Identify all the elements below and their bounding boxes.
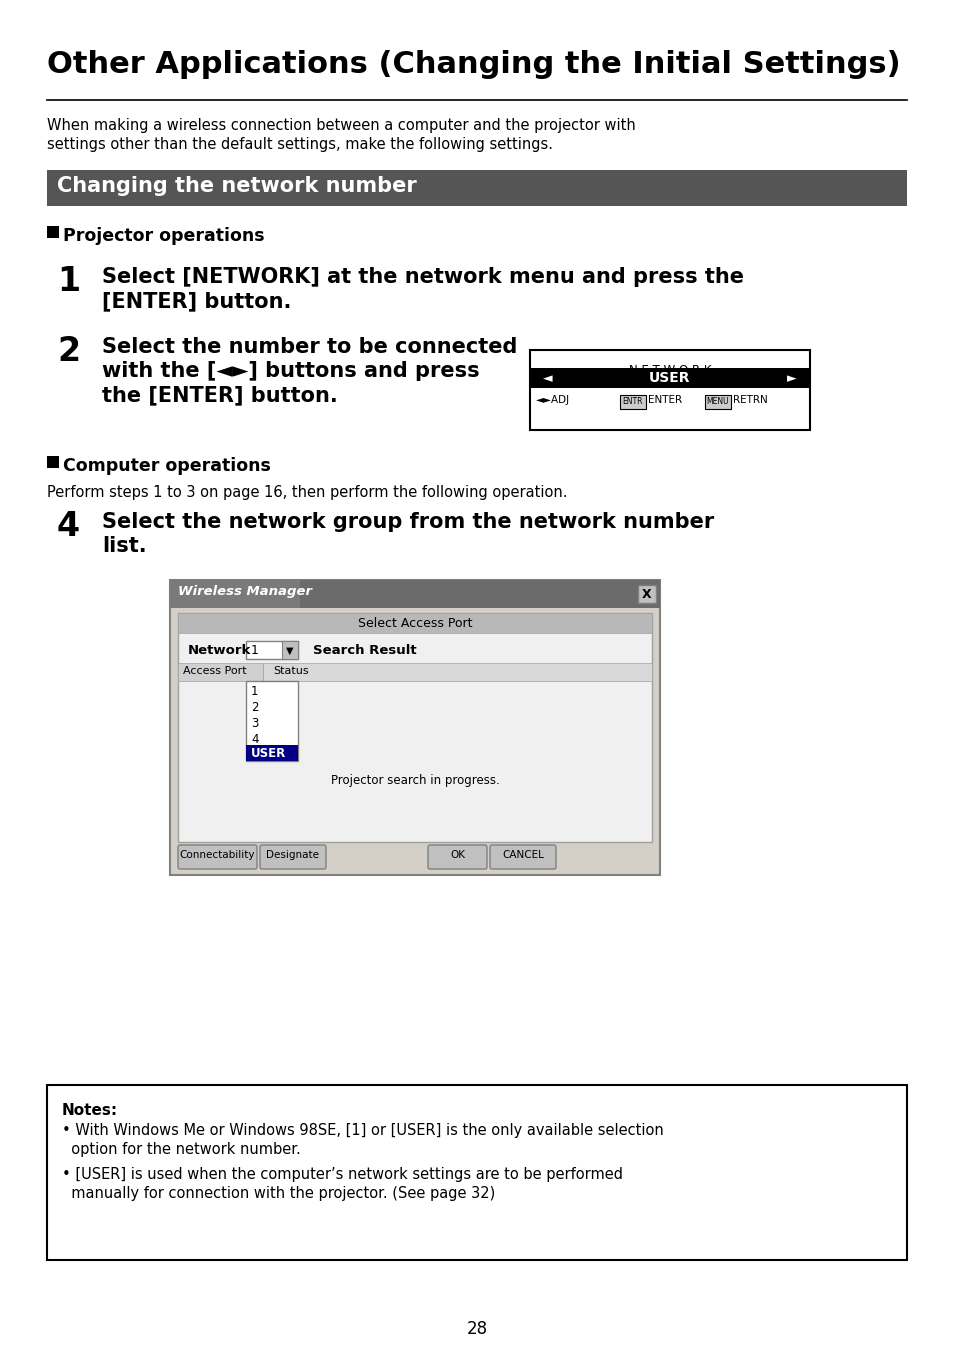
Bar (263, 663, 651, 682)
Bar (170, 580, 659, 608)
Bar (47, 226, 59, 238)
Text: ENTER: ENTER (647, 396, 681, 405)
Text: 4: 4 (251, 733, 258, 747)
FancyBboxPatch shape (428, 846, 486, 869)
Bar (178, 612, 651, 841)
Text: ENTR: ENTR (622, 397, 642, 406)
Bar (246, 745, 297, 762)
Text: Status: Status (273, 667, 309, 676)
Text: ◄►ADJ: ◄►ADJ (536, 396, 570, 405)
Text: [ENTER] button.: [ENTER] button. (102, 291, 291, 312)
Text: ▼: ▼ (286, 646, 294, 656)
Text: settings other than the default settings, make the following settings.: settings other than the default settings… (47, 137, 553, 152)
Text: N E T W O R K: N E T W O R K (628, 364, 711, 377)
FancyBboxPatch shape (490, 846, 556, 869)
Text: When making a wireless connection between a computer and the projector with: When making a wireless connection betwee… (47, 118, 635, 133)
Text: OK: OK (450, 850, 464, 860)
Text: 2: 2 (251, 701, 258, 714)
Bar (178, 663, 263, 682)
Text: manually for connection with the projector. (See page 32): manually for connection with the project… (62, 1186, 495, 1201)
Text: the [ENTER] button.: the [ENTER] button. (102, 385, 337, 405)
Text: Changing the network number: Changing the network number (57, 176, 416, 196)
Text: Other Applications (Changing the Initial Settings): Other Applications (Changing the Initial… (47, 50, 900, 79)
Text: Connectability: Connectability (179, 850, 255, 860)
FancyBboxPatch shape (178, 846, 256, 869)
Text: Projector search in progress.: Projector search in progress. (331, 774, 498, 787)
Bar (178, 612, 651, 633)
Bar (47, 169, 906, 206)
Bar (246, 641, 297, 659)
Bar (47, 1085, 906, 1260)
Text: with the [◄►] buttons and press: with the [◄►] buttons and press (102, 360, 479, 381)
Bar (530, 350, 809, 430)
Text: Select Access Port: Select Access Port (357, 617, 472, 630)
Text: Wireless Manager: Wireless Manager (178, 585, 312, 598)
Bar (530, 369, 809, 388)
Text: Projector operations: Projector operations (63, 228, 264, 245)
Text: • [USER] is used when the computer’s network settings are to be performed: • [USER] is used when the computer’s net… (62, 1167, 622, 1182)
Text: USER: USER (251, 747, 286, 760)
Bar (704, 396, 730, 409)
Text: CANCEL: CANCEL (501, 850, 543, 860)
Text: 1: 1 (57, 266, 80, 298)
Bar (47, 457, 59, 467)
Text: 1: 1 (251, 644, 258, 657)
Bar (170, 580, 299, 608)
Bar (170, 580, 659, 875)
FancyBboxPatch shape (260, 846, 326, 869)
Text: Computer operations: Computer operations (63, 457, 271, 476)
Text: Search Result: Search Result (313, 644, 416, 657)
Text: Access Port: Access Port (183, 667, 247, 676)
Bar (282, 641, 297, 659)
Text: Notes:: Notes: (62, 1103, 118, 1118)
Text: Network: Network (188, 644, 251, 657)
Text: 2: 2 (57, 335, 80, 369)
Text: MENU: MENU (706, 397, 728, 406)
Bar (638, 585, 656, 603)
Text: • With Windows Me or Windows 98SE, [1] or [USER] is the only available selection: • With Windows Me or Windows 98SE, [1] o… (62, 1123, 663, 1138)
Text: 4: 4 (57, 509, 80, 543)
Text: 1: 1 (251, 686, 258, 698)
Text: X: X (641, 588, 651, 602)
Text: 3: 3 (251, 717, 258, 730)
Text: Select the network group from the network number: Select the network group from the networ… (102, 512, 714, 533)
Text: ◄: ◄ (542, 373, 552, 385)
Text: 28: 28 (466, 1320, 487, 1337)
Text: ►: ► (786, 373, 796, 385)
Bar (246, 682, 297, 762)
Text: Perform steps 1 to 3 on page 16, then perform the following operation.: Perform steps 1 to 3 on page 16, then pe… (47, 485, 567, 500)
Text: Select the number to be connected: Select the number to be connected (102, 337, 517, 356)
Text: RETRN: RETRN (732, 396, 767, 405)
Text: Designate: Designate (266, 850, 319, 860)
Text: option for the network number.: option for the network number. (62, 1142, 300, 1157)
Text: USER: USER (649, 371, 690, 385)
Text: Select [NETWORK] at the network menu and press the: Select [NETWORK] at the network menu and… (102, 267, 743, 287)
Bar (619, 396, 645, 409)
Text: list.: list. (102, 537, 147, 556)
